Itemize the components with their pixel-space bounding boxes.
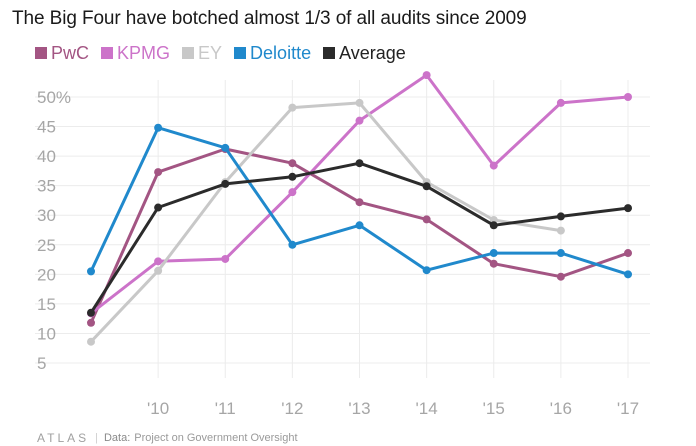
x-tick-label-2014: '14 bbox=[416, 399, 438, 418]
data-point-ey-2016 bbox=[556, 226, 565, 235]
data-point-kpmg-2012 bbox=[288, 188, 297, 197]
data-point-average-2009 bbox=[87, 308, 95, 317]
data-point-kpmg-2015 bbox=[489, 161, 498, 170]
data-point-pwc-2013 bbox=[355, 198, 364, 207]
legend: PwC KPMG EY Deloitte Average bbox=[35, 42, 418, 64]
data-point-kpmg-2013 bbox=[355, 116, 364, 125]
data-point-kpmg-2017 bbox=[624, 93, 632, 101]
source-text: Project on Government Oversight bbox=[134, 432, 298, 444]
data-point-pwc-2017 bbox=[624, 249, 632, 258]
legend-item-kpmg: KPMG bbox=[101, 43, 170, 64]
data-point-pwc-2009 bbox=[87, 318, 95, 327]
data-point-deloitte-2012 bbox=[288, 240, 297, 249]
data-point-average-2014 bbox=[422, 182, 431, 191]
legend-item-pwc: PwC bbox=[35, 43, 89, 64]
legend-swatch-deloitte bbox=[234, 47, 247, 59]
data-point-kpmg-2010 bbox=[154, 257, 163, 266]
legend-item-ey: EY bbox=[182, 43, 222, 64]
y-tick-label-15: 15 bbox=[37, 295, 56, 314]
legend-swatch-pwc bbox=[35, 47, 47, 59]
y-tick-label-20: 20 bbox=[37, 265, 56, 284]
x-tick-label-2017: '17 bbox=[617, 399, 639, 418]
data-point-kpmg-2014 bbox=[422, 71, 431, 80]
data-point-average-2013 bbox=[355, 159, 364, 168]
data-point-ey-2012 bbox=[288, 103, 297, 112]
source-label: Data: bbox=[103, 432, 131, 444]
data-point-pwc-2016 bbox=[556, 272, 565, 281]
data-point-average-2010 bbox=[154, 203, 163, 212]
chart-title: The Big Four have botched almost 1/3 of … bbox=[12, 8, 527, 29]
y-tick-label-25: 25 bbox=[37, 236, 56, 255]
x-tick-label-2016: '16 bbox=[550, 399, 572, 418]
x-tick-label-2012: '12 bbox=[281, 399, 303, 418]
y-tick-label-10: 10 bbox=[37, 324, 56, 343]
y-tick-label-35: 35 bbox=[37, 177, 56, 196]
y-tick-label-50: 50% bbox=[37, 88, 71, 107]
data-point-pwc-2015 bbox=[489, 259, 498, 268]
data-point-deloitte-2014 bbox=[422, 266, 431, 275]
data-point-kpmg-2011 bbox=[221, 254, 230, 263]
data-point-pwc-2014 bbox=[422, 215, 431, 224]
legend-item-deloitte: Deloitte bbox=[234, 43, 311, 64]
data-point-average-2017 bbox=[624, 204, 632, 213]
legend-label-pwc: PwC bbox=[51, 42, 90, 63]
data-point-deloitte-2011 bbox=[221, 143, 230, 152]
legend-swatch-kpmg bbox=[101, 47, 114, 59]
x-tick-label-2010: '10 bbox=[147, 399, 169, 418]
data-point-pwc-2012 bbox=[288, 159, 297, 168]
series-line-ey bbox=[89, 101, 563, 344]
data-point-average-2011 bbox=[221, 179, 230, 188]
data-point-deloitte-2010 bbox=[154, 123, 163, 132]
footer-separator: | bbox=[95, 432, 98, 444]
y-tick-label-40: 40 bbox=[37, 147, 56, 166]
brand-logo: ATLAS bbox=[37, 431, 90, 445]
data-point-average-2015 bbox=[489, 221, 498, 230]
legend-label-average: Average bbox=[339, 42, 406, 63]
legend-label-ey: EY bbox=[198, 42, 223, 63]
data-point-kpmg-2016 bbox=[556, 98, 565, 107]
legend-label-kpmg: KPMG bbox=[117, 42, 171, 63]
x-tick-label-2011: '11 bbox=[215, 399, 236, 418]
data-point-deloitte-2015 bbox=[489, 249, 498, 258]
legend-swatch-ey bbox=[182, 47, 195, 59]
data-point-deloitte-2016 bbox=[556, 249, 565, 258]
legend-swatch-average bbox=[323, 47, 336, 59]
y-tick-label-30: 30 bbox=[37, 206, 56, 225]
data-point-ey-2010 bbox=[154, 266, 163, 275]
data-point-average-2012 bbox=[288, 172, 297, 181]
x-tick-label-2015: '15 bbox=[483, 399, 505, 418]
data-point-average-2016 bbox=[556, 212, 565, 221]
data-point-deloitte-2013 bbox=[355, 221, 364, 230]
legend-label-deloitte: Deloitte bbox=[250, 42, 312, 63]
y-tick-label-45: 45 bbox=[37, 118, 56, 137]
data-point-pwc-2010 bbox=[154, 168, 163, 177]
data-point-ey-2013 bbox=[355, 98, 364, 107]
y-tick-label-5: 5 bbox=[37, 354, 46, 373]
legend-item-average: Average bbox=[323, 43, 406, 64]
data-point-ey-2009 bbox=[87, 337, 95, 346]
data-point-deloitte-2017 bbox=[624, 270, 632, 279]
data-point-deloitte-2009 bbox=[87, 267, 95, 276]
footer: ATLAS | Data: Project on Government Over… bbox=[37, 431, 298, 445]
x-tick-label-2013: '13 bbox=[348, 399, 370, 418]
